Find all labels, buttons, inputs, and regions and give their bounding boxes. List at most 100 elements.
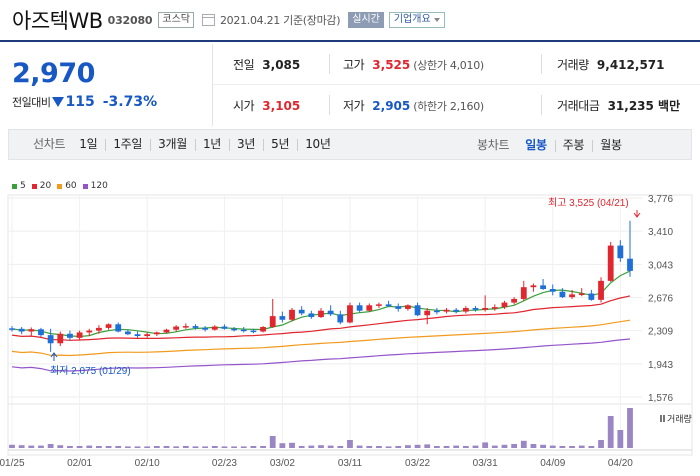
volume-bar: [598, 440, 604, 448]
candle-body: [366, 305, 373, 311]
legend-item-ma5: 5: [12, 181, 26, 191]
price-chart[interactable]: 3,776 3,410 3,043 2,676 2,309 1,943 1,576 01/25…: [0, 188, 700, 476]
candle-body: [607, 245, 614, 281]
high-annotation: 최고 3,525 (04/21): [548, 197, 629, 209]
change-label: 전일대비: [12, 96, 51, 109]
candle-chart-label[interactable]: 봉차트: [477, 138, 510, 152]
candle-body: [569, 294, 575, 298]
candle-body: [511, 298, 518, 303]
volume-bar: [356, 445, 363, 448]
candle-body: [578, 293, 585, 296]
volume-bar: [520, 440, 527, 448]
stat-label: 고가: [343, 58, 365, 72]
tab-monthly[interactable]: 월봉: [592, 130, 629, 161]
volume-bar: [617, 430, 624, 448]
volume-bar: [231, 446, 237, 448]
ma20-line: [11, 295, 631, 341]
down-arrow-icon: [52, 97, 65, 107]
legend-swatch: [57, 183, 63, 189]
volume-bar: [414, 444, 421, 448]
candle-body: [134, 334, 141, 337]
candle-body: [67, 333, 73, 338]
volume-bar: [347, 440, 353, 448]
legend-swatch: [31, 183, 37, 189]
y-tick-label: 3,043: [648, 260, 673, 271]
volume-bar: [376, 446, 382, 448]
volume-bar: [540, 444, 546, 448]
candle-body: [405, 305, 411, 309]
candle-body: [240, 329, 247, 332]
candle-body: [211, 326, 218, 330]
candle-body: [47, 335, 54, 344]
volume-bar: [405, 445, 411, 448]
tab-1w[interactable]: 1주일: [105, 129, 150, 160]
candle-body: [347, 305, 353, 323]
volume-bar: [57, 445, 64, 448]
line-chart-label[interactable]: 선차트: [33, 137, 66, 151]
divider: [541, 95, 542, 115]
volume-bar: [327, 445, 334, 448]
candle-body: [559, 291, 566, 298]
change-percent: -3.73%: [102, 94, 158, 110]
candle-body: [414, 305, 421, 316]
low-annotation: 최저 2,075 (01/29): [50, 365, 131, 377]
volume-bar: [482, 442, 489, 448]
legend-swatch: [82, 183, 88, 189]
candle-body: [298, 309, 305, 314]
candle-body: [530, 285, 537, 288]
candle-body: [28, 329, 35, 332]
y-tick-label: 3,776: [648, 194, 673, 205]
tab-1d[interactable]: 1일: [79, 137, 98, 151]
legend-item-ma120: 120: [82, 181, 108, 191]
candle-body: [182, 326, 189, 328]
volume-bar: [76, 446, 83, 448]
volume-bar: [221, 446, 228, 448]
ma-legend: 5 20 60 120: [12, 181, 114, 191]
stat-value: 31,235 백만: [607, 99, 681, 113]
divider: [329, 95, 330, 115]
company-info-label: 기업개요: [393, 14, 431, 25]
tab-daily[interactable]: 일봉: [525, 138, 547, 152]
volume-bar: [491, 445, 498, 448]
candle-body: [124, 331, 131, 335]
moving-average-lines: [11, 270, 631, 372]
volume-bar: [607, 416, 614, 448]
candle-body: [472, 307, 479, 310]
tab-1y[interactable]: 1년: [194, 129, 229, 160]
stat-value: 3,105: [262, 98, 301, 113]
calendar-icon: [201, 14, 215, 26]
stats-row: 전일 3,085 고가 3,525 (상한가 4,010) 거래량 9,412,…: [213, 44, 700, 85]
x-tick-label: 04/09: [540, 458, 565, 469]
volume-bar: [298, 446, 305, 448]
candle-body: [385, 304, 392, 307]
tab-weekly[interactable]: 주봉: [554, 130, 592, 161]
x-tick-label: 01/25: [0, 458, 25, 469]
tab-3y[interactable]: 3년: [229, 129, 263, 160]
axis-labels: 3,776 3,410 3,043 2,676 2,309 1,943 1,576 01/25…: [0, 194, 673, 469]
candle-body: [318, 310, 324, 318]
high-price: 고가 3,525 (상한가 4,010): [343, 44, 484, 85]
candle-body: [57, 333, 64, 344]
volume-bar: [192, 446, 199, 448]
low-price: 저가 2,905 (하한가 2,160): [343, 85, 484, 126]
candle-body: [9, 328, 15, 330]
tab-5y[interactable]: 5년: [263, 129, 297, 160]
chart-grid: [7, 194, 693, 456]
volume-bar: [144, 446, 151, 448]
candle-body: [202, 327, 209, 330]
volume-bar: [163, 446, 170, 448]
candle-body: [173, 326, 180, 330]
volume-bar: [337, 446, 344, 448]
tab-10y[interactable]: 10년: [297, 129, 338, 160]
trade-amount: 거래대금 31,235 백만: [557, 85, 680, 126]
tab-3m[interactable]: 3개월: [150, 129, 195, 160]
x-tick-label: 03/11: [338, 458, 363, 469]
x-tick-label: 02/10: [135, 458, 160, 469]
candle-body: [491, 307, 498, 309]
volume-bar: [105, 446, 112, 448]
company-info-dropdown[interactable]: 기업개요: [388, 12, 445, 28]
realtime-button[interactable]: 실시간: [348, 12, 384, 28]
volume-bar: [453, 445, 460, 448]
y-tick-label: 2,309: [648, 327, 673, 338]
volume-bar: [134, 446, 141, 448]
